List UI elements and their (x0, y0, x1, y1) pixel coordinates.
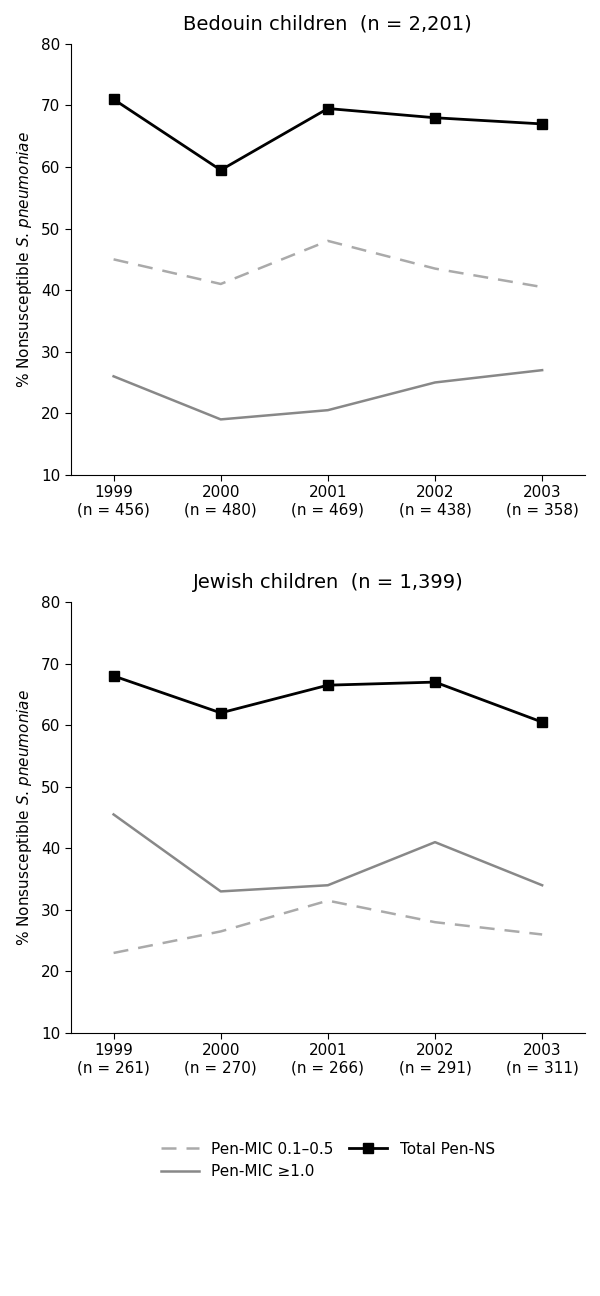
Y-axis label: % Nonsusceptible $S$. $pneumoniae$: % Nonsusceptible $S$. $pneumoniae$ (15, 131, 34, 388)
Title: Jewish children  (n = 1,399): Jewish children (n = 1,399) (193, 573, 463, 592)
Legend: Pen-MIC 0.1–0.5, Pen-MIC ≥1.0, Total Pen-NS: Pen-MIC 0.1–0.5, Pen-MIC ≥1.0, Total Pen… (155, 1135, 501, 1186)
Title: Bedouin children  (n = 2,201): Bedouin children (n = 2,201) (184, 16, 472, 34)
Y-axis label: % Nonsusceptible $S$. $pneumoniae$: % Nonsusceptible $S$. $pneumoniae$ (15, 689, 34, 946)
